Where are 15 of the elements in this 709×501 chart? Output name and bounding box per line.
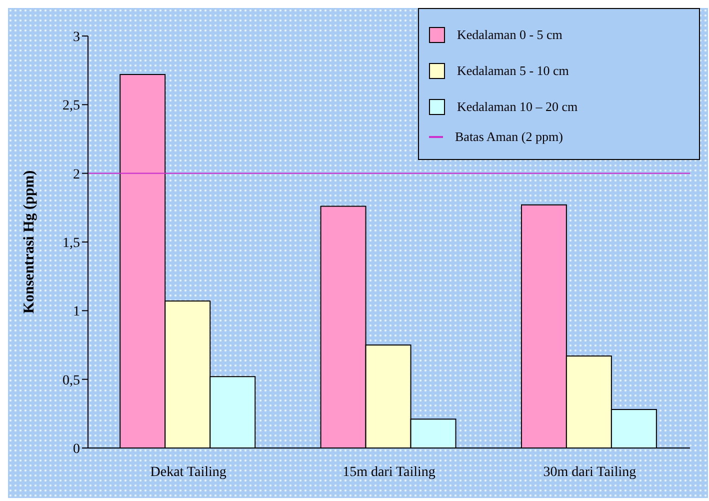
y-axis-title: Konsentrasi Hg (ppm) <box>21 170 38 314</box>
y-tick-label: 1,5 <box>62 236 80 251</box>
legend-label: Batas Aman (2 ppm) <box>454 128 564 146</box>
legend-label: Kedalaman 0 - 5 cm <box>456 26 564 44</box>
x-tick-label: 30m dari Tailing <box>543 464 636 480</box>
x-tick-label: Dekat Tailing <box>150 464 226 480</box>
y-tick-label: 0,5 <box>62 373 80 388</box>
y-tick-label: 3 <box>73 30 80 45</box>
y-tick-label: 2,5 <box>62 98 80 114</box>
y-tick-label: 1 <box>73 304 80 320</box>
x-tick-label: 15m dari Tailing <box>342 464 436 480</box>
y-tick-label: 2 <box>73 167 80 182</box>
legend-label: Kedalaman 5 - 10 cm <box>456 62 570 80</box>
y-tick-label: 0 <box>73 442 80 457</box>
legend-label: Kedalaman 10 – 20 cm <box>456 98 579 116</box>
